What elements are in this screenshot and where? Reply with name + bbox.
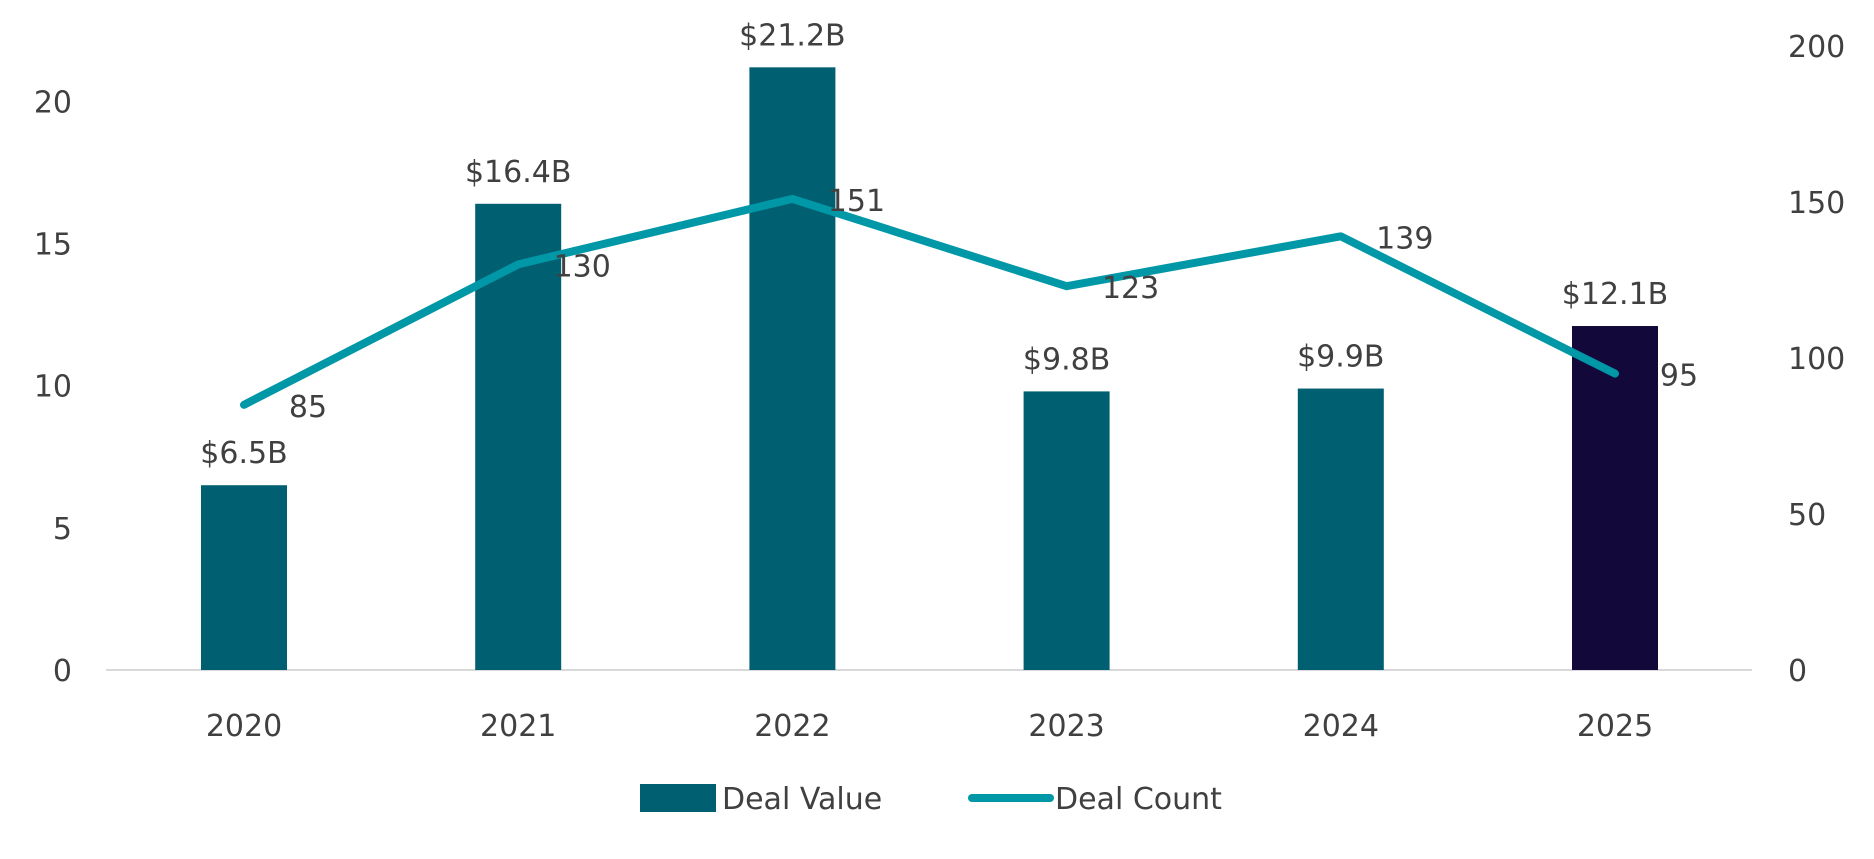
bar-deal-value	[475, 204, 561, 670]
right-axis-tick-label: 50	[1788, 498, 1826, 533]
bar-data-label: $21.2B	[739, 18, 845, 53]
bar-data-label: $16.4B	[465, 155, 571, 190]
bar-deal-value	[201, 485, 287, 670]
left-axis-tick-label: 0	[53, 654, 72, 689]
right-axis-tick-label: 150	[1788, 186, 1845, 221]
bar-data-label: $9.9B	[1297, 340, 1384, 375]
right-axis-tick-label: 100	[1788, 342, 1845, 377]
left-axis-tick-label: 15	[34, 228, 72, 263]
line-data-label: 151	[828, 184, 885, 219]
bar-data-label: $12.1B	[1562, 277, 1668, 312]
right-axis-tick-label: 200	[1788, 30, 1845, 65]
left-axis-tick-label: 10	[34, 370, 72, 405]
line-data-label: 95	[1660, 359, 1698, 394]
line-data-label: 123	[1102, 271, 1159, 306]
legend-label-deal-count: Deal Count	[1055, 782, 1222, 817]
x-axis-tick-label: 2021	[480, 709, 556, 744]
bar-deal-value	[1298, 389, 1384, 670]
left-axis-tick-label: 5	[53, 512, 72, 547]
x-axis-tick-label: 2025	[1577, 709, 1653, 744]
legend-label-deal-value: Deal Value	[722, 782, 882, 817]
line-data-label: 130	[554, 249, 611, 284]
x-axis-tick-label: 2024	[1303, 709, 1379, 744]
line-data-label: 85	[289, 390, 327, 425]
bar-deal-value	[749, 67, 835, 670]
line-data-label: 139	[1376, 221, 1433, 256]
x-axis-tick-label: 2022	[754, 709, 830, 744]
legend-swatch-deal-value	[640, 784, 716, 812]
x-axis-tick-label: 2020	[206, 709, 282, 744]
bar-data-label: $9.8B	[1023, 342, 1110, 377]
left-axis-tick-label: 20	[34, 85, 72, 120]
bar-deal-value	[1024, 391, 1110, 670]
bar-data-label: $6.5B	[200, 436, 287, 471]
bar-deal-value	[1572, 326, 1658, 670]
right-axis-tick-label: 0	[1788, 654, 1807, 689]
x-axis-tick-label: 2023	[1028, 709, 1104, 744]
